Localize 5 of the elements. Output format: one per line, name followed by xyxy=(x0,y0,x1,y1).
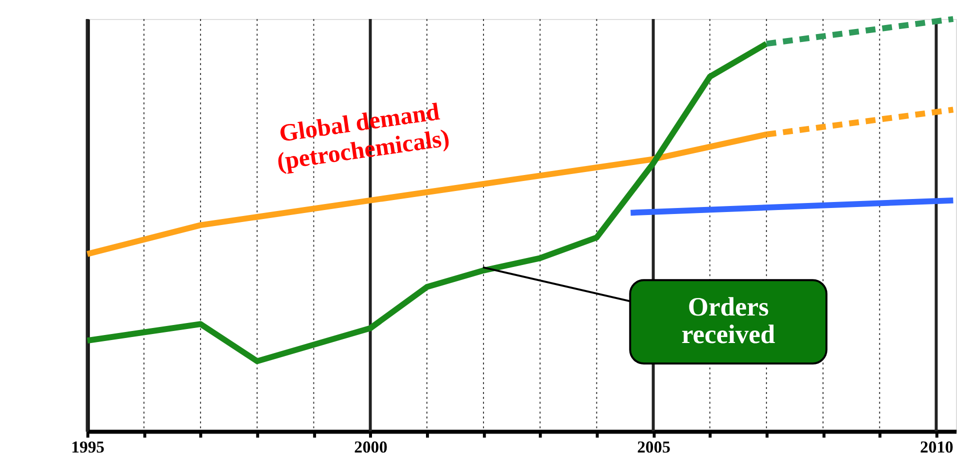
x-tick-label: 1995 xyxy=(71,437,105,456)
x-tick-label: 2010 xyxy=(920,437,954,456)
x-tick-label: 2000 xyxy=(354,437,388,456)
x-tick-label: 2005 xyxy=(637,437,670,456)
annotation: Orders received xyxy=(681,291,776,349)
